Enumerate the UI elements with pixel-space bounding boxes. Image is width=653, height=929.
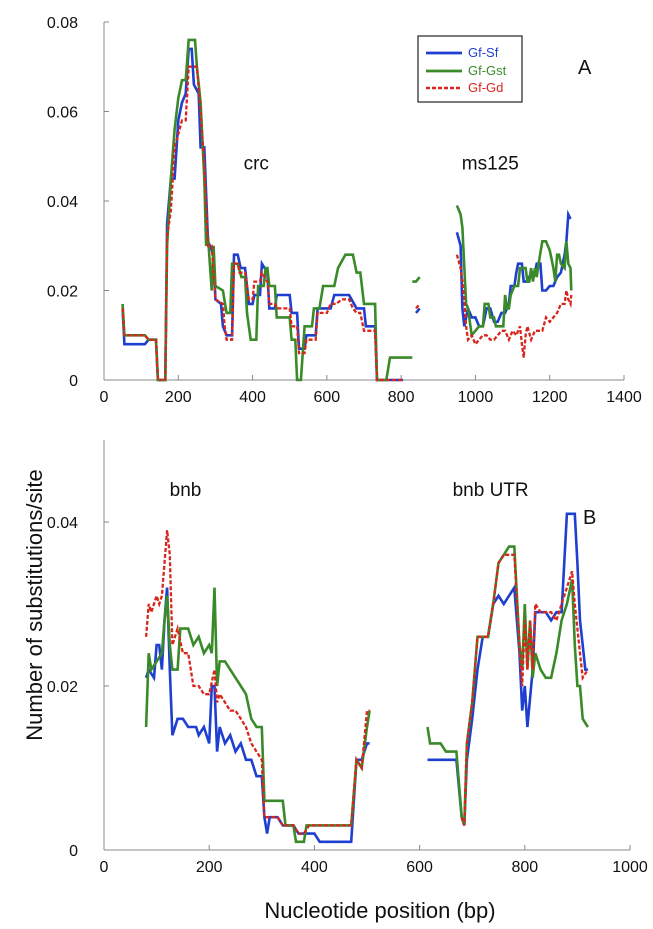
panel-b-x-tick-label: 0 bbox=[100, 859, 109, 876]
panel-b-x-tick-label: 200 bbox=[196, 859, 223, 876]
panel-a-series-gf-gd bbox=[415, 303, 421, 310]
panel-b-x-tick-label: 1000 bbox=[612, 859, 648, 876]
panel-a-series-gf-gst bbox=[455, 205, 573, 339]
legend-label-gf-gst: Gf-Gst bbox=[468, 63, 507, 78]
panel-a-x-tick-label: 1200 bbox=[532, 389, 568, 406]
panel-a-series-gf-gst bbox=[121, 38, 413, 382]
panel-a-letter: A bbox=[578, 57, 592, 79]
panel-a-lines bbox=[121, 38, 573, 382]
panel-b: 0 200 400 600 800 1000 0 0.02 0.04 bnb bnb UTR B bbox=[47, 440, 648, 876]
legend-label-gf-sf: Gf-Sf bbox=[468, 45, 499, 60]
panel-a-axes: 0 200 400 600 800 1000 1200 1400 0 0.02 0.04 0.06 0.… bbox=[47, 15, 642, 406]
panel-a-labels: crc ms125 bbox=[244, 154, 519, 175]
panel-a-series-gf-sf bbox=[121, 47, 403, 382]
legend: Gf-Sf Gf-Gst Gf-Gd bbox=[417, 35, 523, 103]
panel-a-series-gf-gd bbox=[455, 254, 573, 358]
panel-a-y-tick-label: 0.02 bbox=[47, 284, 78, 301]
panel-b-y-tick-label: 0 bbox=[69, 843, 78, 860]
panel-a-x-tick-label: 400 bbox=[239, 389, 266, 406]
panel-b-series-gf-gd bbox=[460, 553, 589, 826]
panel-a-series-gf-gst bbox=[412, 276, 421, 283]
panel-a-region-label: crc bbox=[244, 154, 269, 175]
panel-b-series-gf-sf bbox=[144, 587, 370, 844]
panel-b-y-tick-label: 0.02 bbox=[47, 679, 78, 696]
panel-b-region-label: bnb UTR bbox=[453, 480, 529, 501]
panel-b-series-gf-gst bbox=[144, 587, 371, 844]
panel-b-letter: B bbox=[583, 507, 596, 529]
panel-a-x-tick-label: 600 bbox=[314, 389, 341, 406]
panel-a: 0 200 400 600 800 1000 1200 1400 0 0.02 0.04 0.06 0.… bbox=[47, 15, 642, 406]
panel-a-x-tick-label: 200 bbox=[165, 389, 192, 406]
panel-a-region-label: ms125 bbox=[462, 154, 519, 175]
panel-a-series-gf-gd bbox=[121, 65, 403, 382]
panel-a-x-tick-label: 0 bbox=[100, 389, 109, 406]
panel-a-y-tick-label: 0.06 bbox=[47, 105, 78, 122]
panel-a-y-tick-label: 0 bbox=[69, 373, 78, 390]
panel-b-series-gf-gd bbox=[144, 530, 370, 835]
panel-a-series-gf-sf bbox=[455, 209, 572, 328]
panel-b-y-tick-label: 0.04 bbox=[47, 515, 78, 532]
panel-b-x-tick-label: 800 bbox=[511, 859, 538, 876]
panel-b-lines bbox=[144, 512, 589, 844]
panel-b-x-tick-label: 600 bbox=[406, 859, 433, 876]
panel-a-x-tick-label: 1400 bbox=[606, 389, 642, 406]
panel-a-x-tick-label: 800 bbox=[388, 389, 415, 406]
panel-a-y-tick-label: 0.04 bbox=[47, 194, 78, 211]
panel-b-labels: bnb bnb UTR bbox=[170, 480, 529, 501]
x-axis-title: Nucleotide position (bp) bbox=[264, 898, 495, 923]
panel-a-series-gf-sf bbox=[414, 307, 421, 314]
panel-b-region-label: bnb bbox=[170, 480, 202, 501]
y-axis-title: Number of substitutions/site bbox=[22, 469, 47, 740]
legend-label-gf-gd: Gf-Gd bbox=[468, 80, 503, 95]
panel-a-y-tick-label: 0.08 bbox=[47, 15, 78, 32]
legend-box bbox=[417, 35, 523, 103]
panel-b-x-tick-label: 400 bbox=[301, 859, 328, 876]
panel-b-series-gf-sf bbox=[427, 512, 588, 826]
panel-b-axes: 0 200 400 600 800 1000 0 0.02 0.04 bbox=[47, 440, 648, 876]
panel-a-x-tick-label: 1000 bbox=[458, 389, 494, 406]
